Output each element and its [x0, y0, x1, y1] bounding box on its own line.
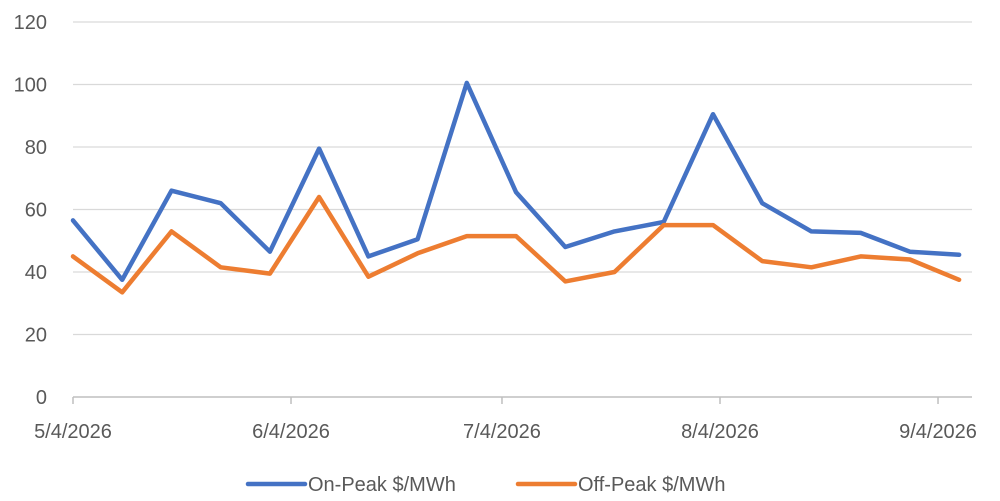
series-line-on-peak: [70, 80, 962, 283]
legend: On-Peak $/MWh Off-Peak $/MWh: [245, 474, 725, 496]
x-tick-label: 5/4/2026: [34, 421, 112, 443]
y-tick-label: 40: [25, 262, 47, 284]
legend-label-off-peak: Off-Peak $/MWh: [578, 474, 725, 496]
y-tick-label: 120: [14, 12, 47, 34]
x-tick-label: 7/4/2026: [463, 421, 541, 443]
legend-label-on-peak: On-Peak $/MWh: [308, 474, 456, 496]
y-axis-tick-labels: 0 20 40 60 80 100 120: [14, 12, 47, 409]
x-axis-tick-labels: 5/4/2026 6/4/2026 7/4/2026 8/4/2026 9/4/2026: [34, 421, 977, 443]
x-axis: [72, 396, 972, 404]
x-tick-label: 9/4/2026: [899, 421, 977, 443]
y-tick-label: 20: [25, 325, 47, 347]
y-tick-label: 100: [14, 75, 47, 97]
series-lines: [70, 80, 962, 295]
y-tick-label: 80: [25, 137, 47, 159]
series-line-off-peak: [70, 194, 962, 295]
gridlines: [73, 21, 972, 336]
x-tick-label: 6/4/2026: [252, 421, 330, 443]
x-tick-label: 8/4/2026: [681, 421, 759, 443]
y-tick-label: 60: [25, 200, 47, 222]
y-tick-label: 0: [36, 387, 47, 409]
